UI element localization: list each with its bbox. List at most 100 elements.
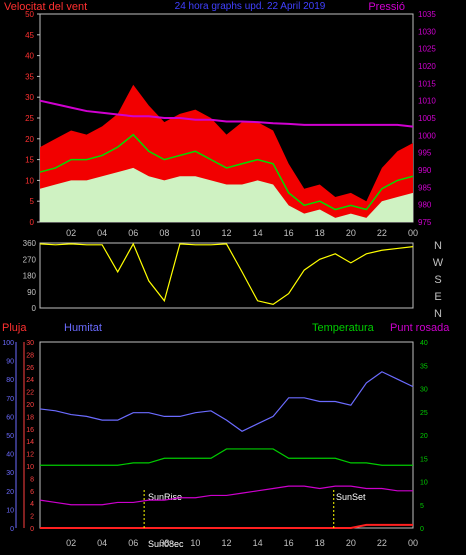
pressure-right-tick: 995: [418, 149, 432, 158]
temperature-right-tick: 30: [420, 387, 428, 394]
rain-left-tick: 20: [26, 402, 34, 409]
humidity-left-tick: 40: [6, 452, 14, 459]
wind-left-tick: 5: [30, 197, 35, 206]
pressure-right-tick: 1025: [418, 45, 436, 54]
wind-x-tick: 00: [408, 228, 418, 238]
sun-extra-label: Sun08ec: [148, 539, 184, 549]
wind-left-tick: 25: [25, 114, 34, 123]
temperature-right-tick: 25: [420, 410, 428, 417]
pressure-right-tick: 1030: [418, 27, 436, 36]
wind-left-tick: 0: [30, 218, 35, 227]
humidity-left-tick: 50: [6, 433, 14, 440]
rain-left-tick: 10: [26, 464, 34, 471]
temperature-right-tick: 5: [420, 503, 424, 510]
wind-left-tick: 15: [25, 156, 34, 165]
humidity-left-tick: 10: [6, 507, 14, 514]
direction-left-tick: 360: [23, 239, 37, 248]
rain-left-tick: 8: [30, 476, 34, 483]
wind-x-tick: 06: [128, 228, 138, 238]
wind-x-tick: 20: [346, 228, 356, 238]
pressure-line: [39, 99, 414, 128]
humidity-x-tick: 04: [97, 538, 107, 548]
wind-x-tick: 18: [315, 228, 325, 238]
humidity-x-tick: 10: [190, 538, 200, 548]
rain-left-tick: 18: [26, 414, 34, 421]
rain-left-tick: 22: [26, 390, 34, 397]
humidity-left-tick: 30: [6, 470, 14, 477]
rain-line: [40, 523, 413, 529]
direction-compass-label: W: [433, 257, 444, 269]
rain-left-tick: 16: [26, 427, 34, 434]
right-title: Pressió: [368, 1, 405, 13]
wind-left-tick: 45: [25, 31, 34, 40]
humidity-x-tick: 20: [346, 538, 356, 548]
temperature-right-tick: 15: [420, 456, 428, 463]
pressure-right-tick: 990: [418, 166, 432, 175]
pressure-right-tick: 1010: [418, 97, 436, 106]
wind-speed-area: [40, 167, 413, 222]
wind-x-tick: 08: [159, 228, 169, 238]
pressure-right-tick: 1035: [418, 10, 436, 19]
humidity-x-tick: 06: [128, 538, 138, 548]
humidity-x-tick: 14: [253, 538, 263, 548]
humidity-left-tick: 20: [6, 489, 14, 496]
rain-left-tick: 2: [30, 514, 34, 521]
wind-left-tick: 10: [25, 176, 34, 185]
pressure-right-tick: 1020: [418, 62, 436, 71]
humidity-left-tick: 60: [6, 414, 14, 421]
direction-left-tick: 0: [32, 304, 37, 313]
humidity-x-tick: 02: [66, 538, 76, 548]
humidity-x-tick: 18: [315, 538, 325, 548]
humidity-x-tick: 08: [159, 538, 169, 548]
sunset-label: SunSet: [336, 492, 366, 502]
humidity-left-tick: 100: [2, 340, 14, 347]
wind-left-tick: 40: [25, 52, 34, 61]
temperature-right-tick: 20: [420, 433, 428, 440]
left-title: Velocitat del vent: [4, 1, 87, 13]
direction-left-tick: 270: [23, 255, 37, 264]
humidity-left-tick: 0: [10, 526, 14, 533]
direction-compass-label: N: [434, 308, 442, 320]
legend-humidity: Humitat: [64, 322, 102, 334]
rain-left-tick: 0: [30, 526, 34, 533]
rain-left-tick: 26: [26, 365, 34, 372]
rain-left-tick: 4: [30, 501, 34, 508]
wind-x-tick: 14: [253, 228, 263, 238]
sunrise-label: SunRise: [148, 492, 182, 502]
humidity-x-tick: 16: [284, 538, 294, 548]
temperature-right-tick: 0: [420, 526, 424, 533]
pressure-right-tick: 980: [418, 201, 432, 210]
temperature-right-tick: 40: [420, 340, 428, 347]
rain-left-tick: 6: [30, 489, 34, 496]
rain-left-tick: 28: [26, 352, 34, 359]
temperature-line: [40, 448, 413, 466]
dewpoint-line: [39, 485, 413, 506]
direction-compass-label: E: [434, 291, 441, 303]
humidity-left-tick: 90: [6, 359, 14, 366]
humidity-x-tick: 12: [221, 538, 231, 548]
direction-left-tick: 90: [27, 288, 36, 297]
rain-left-tick: 14: [26, 439, 34, 446]
direction-left-tick: 180: [23, 272, 37, 281]
wind-x-tick: 22: [377, 228, 387, 238]
direction-compass-label: S: [434, 274, 441, 286]
pressure-right-tick: 985: [418, 183, 432, 192]
humidity-left-tick: 70: [6, 396, 14, 403]
wind-left-tick: 20: [25, 135, 34, 144]
wind-x-tick: 04: [97, 228, 107, 238]
pressure-right-tick: 975: [418, 218, 432, 227]
legend-rain: Pluja: [2, 322, 27, 334]
rain-left-tick: 30: [26, 340, 34, 347]
direction-compass-label: N: [434, 240, 442, 252]
rain-left-tick: 12: [26, 452, 34, 459]
direction-plot-frame: [39, 242, 414, 309]
pressure-right-tick: 1000: [418, 131, 436, 140]
temperature-right-tick: 10: [420, 480, 428, 487]
center-title: 24 hora graphs upd. 22 April 2019: [175, 1, 326, 12]
wind-left-tick: 30: [25, 93, 34, 102]
pressure-right-tick: 1015: [418, 79, 436, 88]
rain-left-tick: 24: [26, 377, 34, 384]
wind-x-tick: 10: [190, 228, 200, 238]
chart-marks: 0510152025303540455097598098599099510001…: [2, 10, 443, 548]
